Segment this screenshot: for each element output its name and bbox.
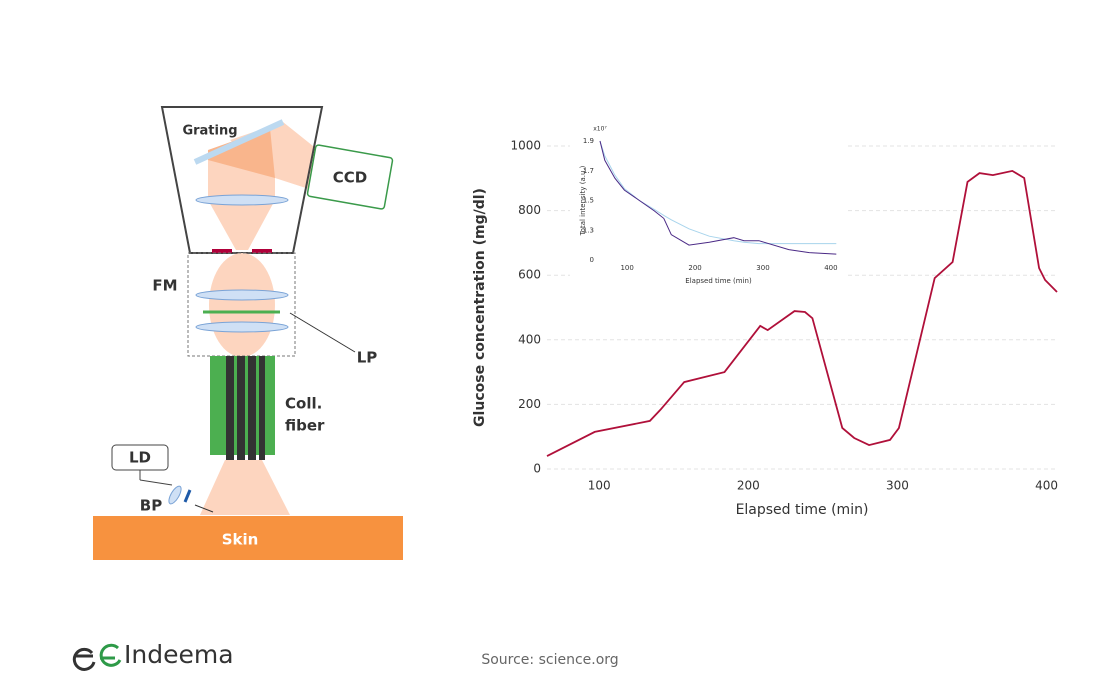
y-tick-label: 1.7 [583, 167, 594, 175]
ccd-box [306, 144, 394, 210]
beam [209, 253, 275, 357]
laser-path [194, 504, 214, 513]
logo: Indeema [72, 640, 234, 671]
y-tick-label: 800 [518, 203, 541, 217]
lens [195, 289, 289, 301]
label: FM [152, 277, 177, 295]
optical-diagram: Grating CCD FM LP Coll. fiber LD BP Skin [93, 106, 403, 560]
label: BP [140, 497, 162, 515]
label: Grating [182, 124, 237, 139]
beam [208, 200, 275, 250]
y-unit: x10⁷ [593, 126, 607, 133]
y-tick-label: 0 [533, 462, 541, 476]
x-tick-label: 200 [688, 264, 701, 272]
beam-overlap [208, 128, 275, 178]
y-axis-label: Total intensity (a.u.) [579, 165, 587, 236]
label: CCD [333, 169, 367, 187]
y-tick-label: 1.9 [583, 137, 594, 145]
x-tick-label: 300 [886, 479, 909, 493]
pointer [289, 312, 356, 353]
x-tick-label: 100 [620, 264, 633, 272]
skin [93, 516, 403, 560]
x-axis-label: Elapsed time (min) [736, 502, 869, 518]
logo-icon [99, 643, 122, 667]
y-tick-label: 400 [518, 332, 541, 346]
fiber-core [259, 356, 265, 460]
lens [195, 194, 289, 206]
y-axis-label: Glucose concentration (mg/dl) [472, 188, 488, 427]
inset-background [570, 124, 846, 294]
y-tick-label: 0 [590, 256, 594, 264]
fiber-core [237, 356, 245, 460]
fiber-core [248, 356, 256, 460]
lens [195, 321, 289, 333]
y-tick-label: 1.3 [583, 226, 594, 234]
y-tick-label: 200 [518, 397, 541, 411]
label: LP [357, 349, 378, 367]
x-tick-label: 200 [737, 479, 760, 493]
bp-filter [183, 489, 192, 503]
label: fiber [285, 417, 325, 435]
label: Coll. [285, 395, 322, 413]
y-tick-label: 600 [518, 268, 541, 282]
x-tick-label: 100 [588, 479, 611, 493]
x-tick-label: 400 [824, 264, 837, 272]
x-tick-label: 400 [1035, 479, 1058, 493]
lens [168, 485, 182, 505]
fiber-core [226, 356, 234, 460]
logo-icon [72, 647, 96, 671]
label: LD [129, 449, 151, 467]
y-tick-label: 1000 [510, 139, 541, 153]
data-line [599, 140, 837, 255]
y-tick-label: 1.5 [583, 197, 594, 205]
label: Skin [222, 531, 259, 549]
grating [193, 119, 285, 165]
beam [200, 460, 290, 515]
x-axis-label: Elapsed time (min) [685, 277, 752, 285]
connector [139, 479, 173, 486]
data-line [546, 169, 1058, 457]
x-tick-label: 300 [756, 264, 769, 272]
data-line [599, 140, 837, 245]
brand: Indeema [124, 640, 234, 669]
source: Source: science.org [481, 652, 618, 668]
